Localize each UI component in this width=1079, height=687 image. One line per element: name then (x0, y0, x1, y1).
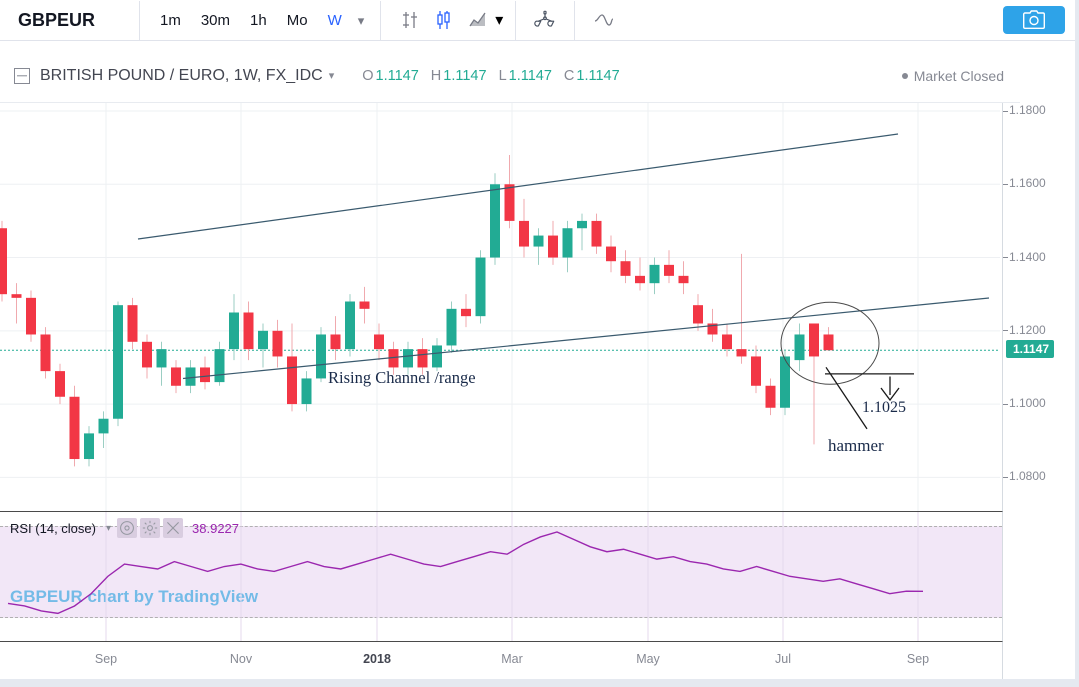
svg-text:1.1025: 1.1025 (862, 399, 906, 416)
svg-text:Rising Channel /range: Rising Channel /range (328, 368, 476, 387)
svg-text:hammer: hammer (828, 436, 884, 455)
